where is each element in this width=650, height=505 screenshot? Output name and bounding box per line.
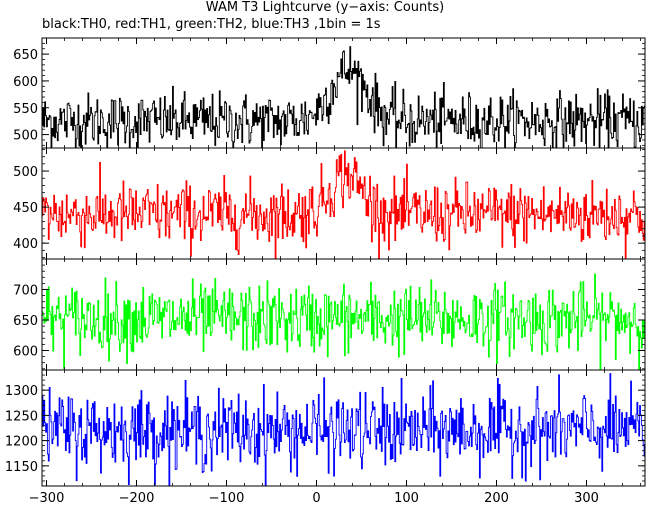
- panel-frame-3: [41, 369, 646, 487]
- y-tick-label-2-0: 600: [13, 344, 38, 359]
- y-tick-label-0-0: 500: [13, 129, 38, 144]
- x-tick-label-1: −200: [119, 491, 155, 505]
- y-tick-label-1-2: 500: [13, 165, 38, 180]
- y-tick-label-3-2: 1250: [5, 409, 38, 424]
- series-line-0: [42, 46, 645, 148]
- chart-title: WAM T3 Lightcurve (y−axis: Counts): [205, 0, 445, 15]
- x-tick-label-4: 100: [394, 491, 419, 505]
- y-tick-label-0-1: 550: [13, 102, 38, 117]
- y-tick-label-2-1: 650: [13, 314, 38, 329]
- y-tick-label-2-2: 700: [13, 283, 38, 298]
- y-tick-label-0-2: 600: [13, 75, 38, 90]
- x-tick-label-6: 300: [574, 491, 599, 505]
- y-tick-label-1-1: 450: [13, 201, 38, 216]
- y-tick-label-0-3: 650: [13, 48, 38, 63]
- x-tick-label-3: 0: [312, 491, 320, 505]
- y-tick-label-3-3: 1300: [5, 384, 38, 399]
- series-line-3: [42, 373, 645, 486]
- series-line-1: [42, 150, 645, 259]
- x-tick-label-5: 200: [484, 491, 509, 505]
- chart-subtitle: black:TH0, red:TH1, green:TH2, blue:TH3 …: [42, 17, 381, 32]
- y-tick-label-3-1: 1200: [5, 435, 38, 450]
- y-tick-label-1-0: 400: [13, 237, 38, 252]
- x-tick-label-0: −300: [29, 491, 65, 505]
- x-tick-label-2: −100: [209, 491, 245, 505]
- y-tick-label-3-0: 1150: [5, 460, 38, 475]
- series-line-2: [42, 273, 645, 370]
